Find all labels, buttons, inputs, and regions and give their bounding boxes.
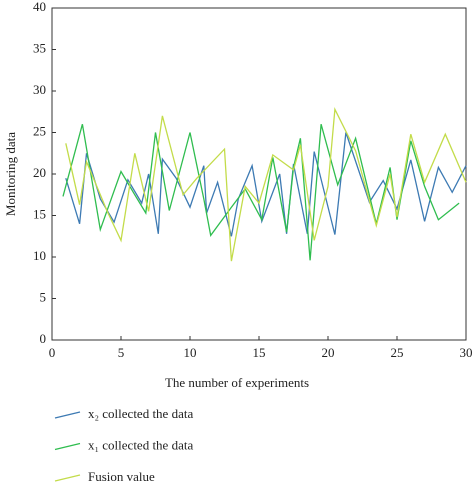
x-tick-label: 25 [391, 345, 404, 360]
x-tick-label: 5 [118, 345, 125, 360]
y-tick-label: 25 [33, 123, 46, 138]
y-tick-label: 35 [33, 40, 46, 55]
legend-swatch [54, 411, 81, 419]
y-tick-label: 0 [40, 331, 47, 346]
y-axis-label: Monitoring data [3, 132, 18, 216]
series-line [65, 132, 467, 237]
x-tick-label: 0 [49, 345, 56, 360]
y-tick-label: 20 [33, 165, 46, 180]
y-tick-label: 30 [33, 82, 46, 97]
legend-label: x₂ collected the data [88, 406, 193, 421]
y-tick-label: 10 [33, 248, 46, 263]
legend-label: x₁ collected the data [88, 437, 193, 452]
y-tick-label: 5 [40, 289, 47, 304]
legend-label: Fusion value [88, 469, 155, 484]
x-axis-label: The number of experiments [165, 375, 309, 390]
x-tick-label: 15 [253, 345, 266, 360]
series-line [65, 106, 467, 262]
x-tick-label: 10 [184, 345, 197, 360]
x-tick-label: 20 [322, 345, 335, 360]
y-tick-label: 40 [33, 0, 46, 14]
legend-swatch [54, 442, 81, 451]
legend-swatch [54, 474, 81, 482]
series-line [62, 124, 460, 261]
y-tick-label: 15 [33, 206, 46, 221]
x-tick-label: 30 [460, 345, 473, 360]
